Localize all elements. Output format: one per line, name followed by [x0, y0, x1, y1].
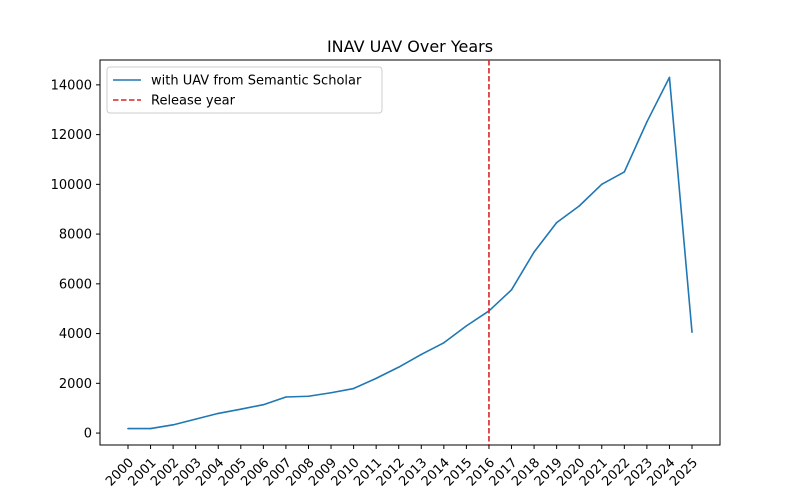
data-point	[397, 366, 400, 368]
data-point	[578, 205, 580, 207]
y-tick-label: 8000	[59, 228, 92, 243]
legend-box	[106, 66, 383, 114]
y-tick-label: 4000	[59, 327, 92, 342]
data-point	[285, 396, 287, 398]
data-point	[172, 424, 174, 426]
axes-frame	[99, 59, 721, 446]
data-point	[443, 341, 445, 344]
series-line	[128, 76, 693, 430]
data-point	[600, 183, 603, 186]
data-point	[127, 427, 129, 430]
legend-label: Release year	[151, 94, 236, 109]
legend-label: with UAV from Semantic Scholar	[151, 74, 362, 89]
data-point	[375, 377, 377, 380]
data-point	[330, 391, 332, 394]
data-point	[668, 76, 671, 79]
data-point	[262, 403, 265, 406]
data-point	[217, 412, 220, 415]
y-tick-label: 14000	[51, 78, 92, 93]
y-tick-label: 12000	[51, 128, 92, 143]
data-point	[555, 221, 558, 224]
data-point	[465, 325, 468, 327]
data-point	[194, 418, 197, 420]
data-point	[623, 171, 626, 173]
data-point	[307, 395, 310, 398]
data-point	[420, 353, 423, 356]
data-point	[352, 387, 355, 390]
data-point	[510, 289, 513, 291]
data-point	[533, 251, 535, 253]
y-tick-label: 10000	[51, 178, 92, 193]
chart-title: INAV UAV Over Years	[327, 37, 493, 56]
y-tick-label: 0	[84, 427, 92, 442]
y-tick-label: 6000	[59, 277, 92, 292]
y-tick-label: 2000	[59, 377, 92, 392]
data-point	[646, 121, 648, 123]
data-point	[240, 408, 242, 410]
data-point	[149, 427, 152, 430]
data-point	[691, 331, 693, 333]
